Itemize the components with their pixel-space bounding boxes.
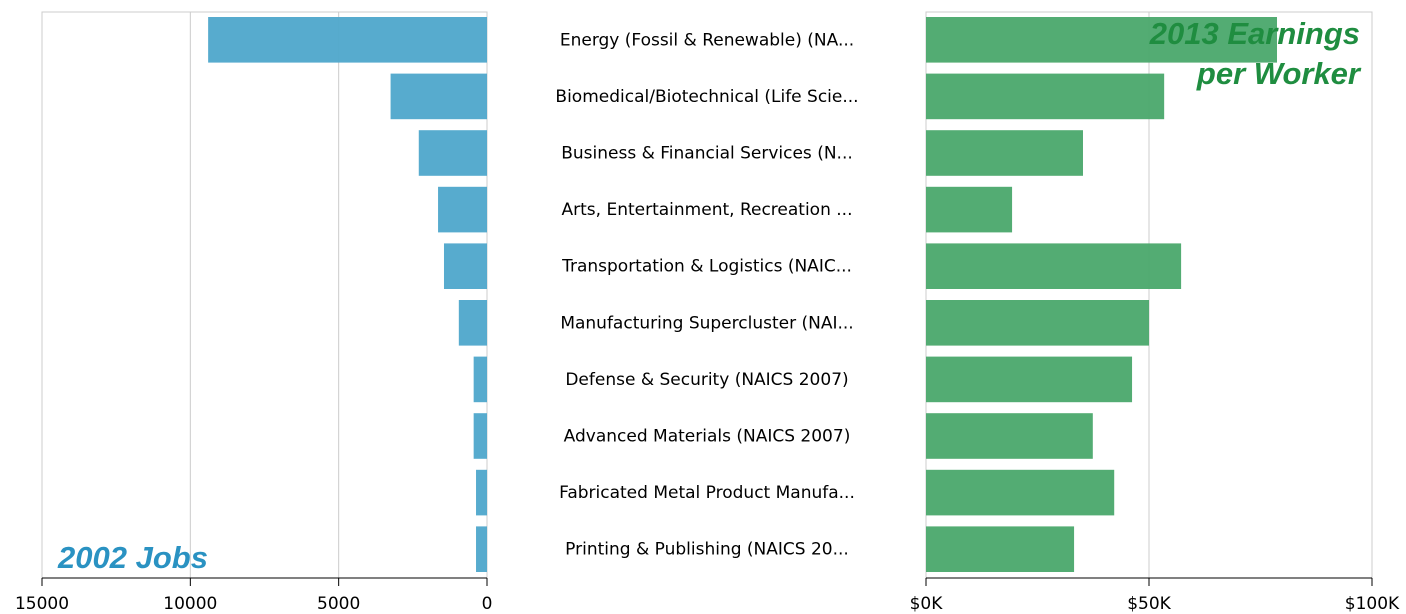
category-label: Transportation & Logistics (NAIC...: [561, 257, 852, 277]
bar: [476, 469, 487, 516]
x-tick-label: 0: [482, 594, 493, 614]
bar: [926, 469, 1115, 516]
bar: [926, 356, 1133, 403]
bar: [438, 186, 487, 233]
category-label: Manufacturing Supercluster (NAI...: [560, 313, 853, 333]
bar: [458, 300, 487, 346]
bar: [926, 526, 1075, 572]
bar: [476, 526, 487, 572]
bar: [208, 17, 487, 63]
bar: [390, 73, 487, 120]
x-tick-label: $100K: [1345, 594, 1400, 614]
category-label: Biomedical/Biotechnical (Life Scie...: [555, 87, 858, 107]
bar: [926, 17, 1278, 63]
x-tick-label: 5000: [317, 594, 360, 614]
chart-title: 2013 Earnings per Worker: [1149, 16, 1360, 91]
x-tick-label: 15000: [15, 594, 69, 614]
x-tick-label: $50K: [1127, 594, 1171, 614]
bar: [418, 130, 487, 176]
bar: [926, 243, 1182, 289]
bar: [926, 73, 1165, 120]
category-label: Fabricated Metal Product Manufa...: [559, 483, 855, 503]
bar: [926, 300, 1149, 346]
bar: [473, 356, 487, 403]
bar: [926, 413, 1093, 459]
category-label: Energy (Fossil & Renewable) (NA...: [560, 30, 854, 50]
bar: [443, 243, 487, 289]
category-label: Business & Financial Services (N...: [561, 144, 853, 164]
bar: [926, 186, 1013, 233]
chart-title: 2002 Jobs: [58, 540, 208, 575]
x-tick-label: 10000: [163, 594, 217, 614]
category-label: Defense & Security (NAICS 2007): [565, 370, 848, 390]
category-label: Printing & Publishing (NAICS 20...: [565, 540, 849, 560]
bar: [926, 130, 1083, 176]
category-label: Arts, Entertainment, Recreation ...: [562, 200, 853, 220]
bar: [473, 413, 487, 459]
x-tick-label: $0K: [910, 594, 944, 614]
category-label: Advanced Materials (NAICS 2007): [564, 427, 851, 447]
